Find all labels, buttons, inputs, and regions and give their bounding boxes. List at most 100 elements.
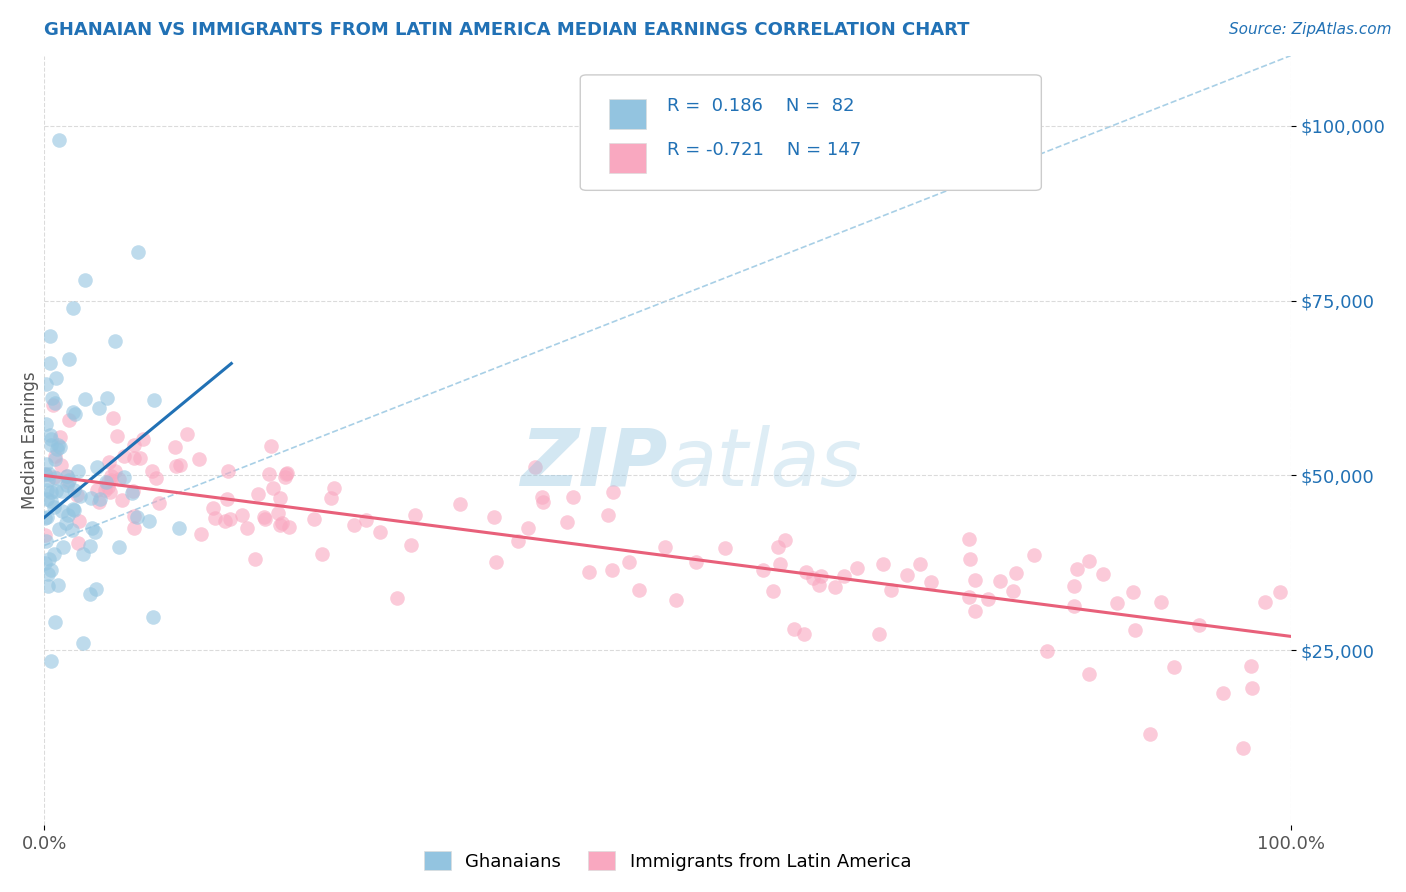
Point bbox=[201, 501, 224, 516]
Text: Source: ZipAtlas.com: Source: ZipAtlas.com bbox=[1229, 22, 1392, 37]
Point bbox=[169, 521, 191, 535]
Point bbox=[1150, 595, 1173, 609]
Point bbox=[112, 449, 135, 463]
Point bbox=[35, 457, 58, 471]
FancyBboxPatch shape bbox=[581, 75, 1042, 190]
Point bbox=[34, 528, 56, 542]
Point bbox=[311, 547, 333, 561]
Legend: Ghanaians, Immigrants from Latin America: Ghanaians, Immigrants from Latin America bbox=[416, 844, 918, 878]
Point bbox=[793, 626, 815, 640]
Point bbox=[908, 558, 931, 572]
Point bbox=[121, 483, 143, 498]
Point bbox=[56, 468, 79, 483]
Point bbox=[38, 551, 60, 566]
Text: R = -0.721    N = 147: R = -0.721 N = 147 bbox=[668, 141, 862, 159]
Point bbox=[274, 469, 297, 483]
Point bbox=[957, 591, 980, 605]
Point bbox=[49, 430, 72, 444]
Text: ZIP: ZIP bbox=[520, 425, 668, 502]
Point bbox=[37, 473, 59, 487]
Text: R =  0.186    N =  82: R = 0.186 N = 82 bbox=[668, 96, 855, 115]
Point bbox=[84, 582, 107, 596]
Point bbox=[48, 440, 70, 454]
Point bbox=[46, 577, 69, 591]
Point bbox=[235, 520, 257, 534]
Point bbox=[39, 485, 62, 500]
Point bbox=[762, 584, 785, 599]
Point bbox=[35, 533, 58, 548]
Point bbox=[79, 587, 101, 601]
Point bbox=[1232, 741, 1254, 756]
Point bbox=[531, 490, 554, 504]
Point bbox=[72, 636, 94, 650]
Point bbox=[37, 566, 59, 581]
Point bbox=[142, 392, 165, 407]
Point bbox=[247, 487, 270, 501]
Point bbox=[217, 464, 239, 478]
Point bbox=[44, 450, 66, 464]
Point bbox=[34, 511, 56, 525]
Point bbox=[169, 458, 191, 473]
Point bbox=[62, 405, 84, 419]
Point bbox=[794, 565, 817, 579]
Point bbox=[100, 473, 122, 487]
Point bbox=[41, 432, 63, 446]
Point bbox=[39, 654, 62, 668]
Point bbox=[148, 496, 170, 510]
Point bbox=[990, 574, 1012, 588]
Point bbox=[262, 481, 284, 495]
Point bbox=[86, 459, 108, 474]
Point bbox=[125, 510, 148, 524]
Point bbox=[1036, 643, 1059, 657]
Point bbox=[67, 514, 90, 528]
Point bbox=[45, 483, 67, 498]
Point bbox=[1077, 667, 1099, 681]
Point bbox=[121, 485, 143, 500]
Point bbox=[1105, 596, 1128, 610]
Point bbox=[62, 301, 84, 315]
Point bbox=[751, 563, 773, 577]
Point bbox=[75, 272, 97, 286]
Point bbox=[127, 244, 149, 259]
Point bbox=[868, 626, 890, 640]
Point bbox=[60, 523, 83, 537]
Point bbox=[385, 591, 408, 606]
Point bbox=[685, 555, 707, 569]
Point bbox=[801, 571, 824, 585]
Text: GHANAIAN VS IMMIGRANTS FROM LATIN AMERICA MEDIAN EARNINGS CORRELATION CHART: GHANAIAN VS IMMIGRANTS FROM LATIN AMERIC… bbox=[45, 21, 970, 39]
Point bbox=[766, 540, 789, 554]
Point bbox=[269, 491, 291, 506]
Point bbox=[214, 514, 236, 528]
Point bbox=[277, 520, 299, 534]
Point bbox=[34, 557, 56, 571]
Point bbox=[267, 506, 290, 520]
Point bbox=[58, 473, 80, 487]
Point bbox=[104, 464, 127, 478]
Point bbox=[141, 464, 163, 478]
Point bbox=[48, 522, 70, 536]
FancyBboxPatch shape bbox=[609, 143, 647, 173]
Point bbox=[274, 467, 297, 482]
Point bbox=[72, 547, 94, 561]
Point bbox=[1091, 567, 1114, 582]
Point bbox=[42, 470, 65, 484]
Point bbox=[965, 604, 987, 618]
Point bbox=[45, 442, 67, 456]
Point bbox=[1078, 554, 1101, 568]
Point bbox=[55, 469, 77, 483]
Point bbox=[105, 429, 128, 443]
Point bbox=[49, 458, 72, 472]
Point bbox=[35, 509, 58, 524]
Point bbox=[35, 417, 58, 432]
Point bbox=[67, 535, 90, 549]
Point bbox=[128, 451, 150, 466]
Point bbox=[45, 370, 67, 384]
Point bbox=[142, 610, 165, 624]
Point bbox=[920, 574, 942, 589]
Point bbox=[482, 509, 505, 524]
Point bbox=[108, 471, 131, 485]
Point bbox=[83, 525, 105, 540]
Point bbox=[112, 470, 135, 484]
Point bbox=[51, 504, 73, 518]
Point bbox=[165, 440, 187, 454]
